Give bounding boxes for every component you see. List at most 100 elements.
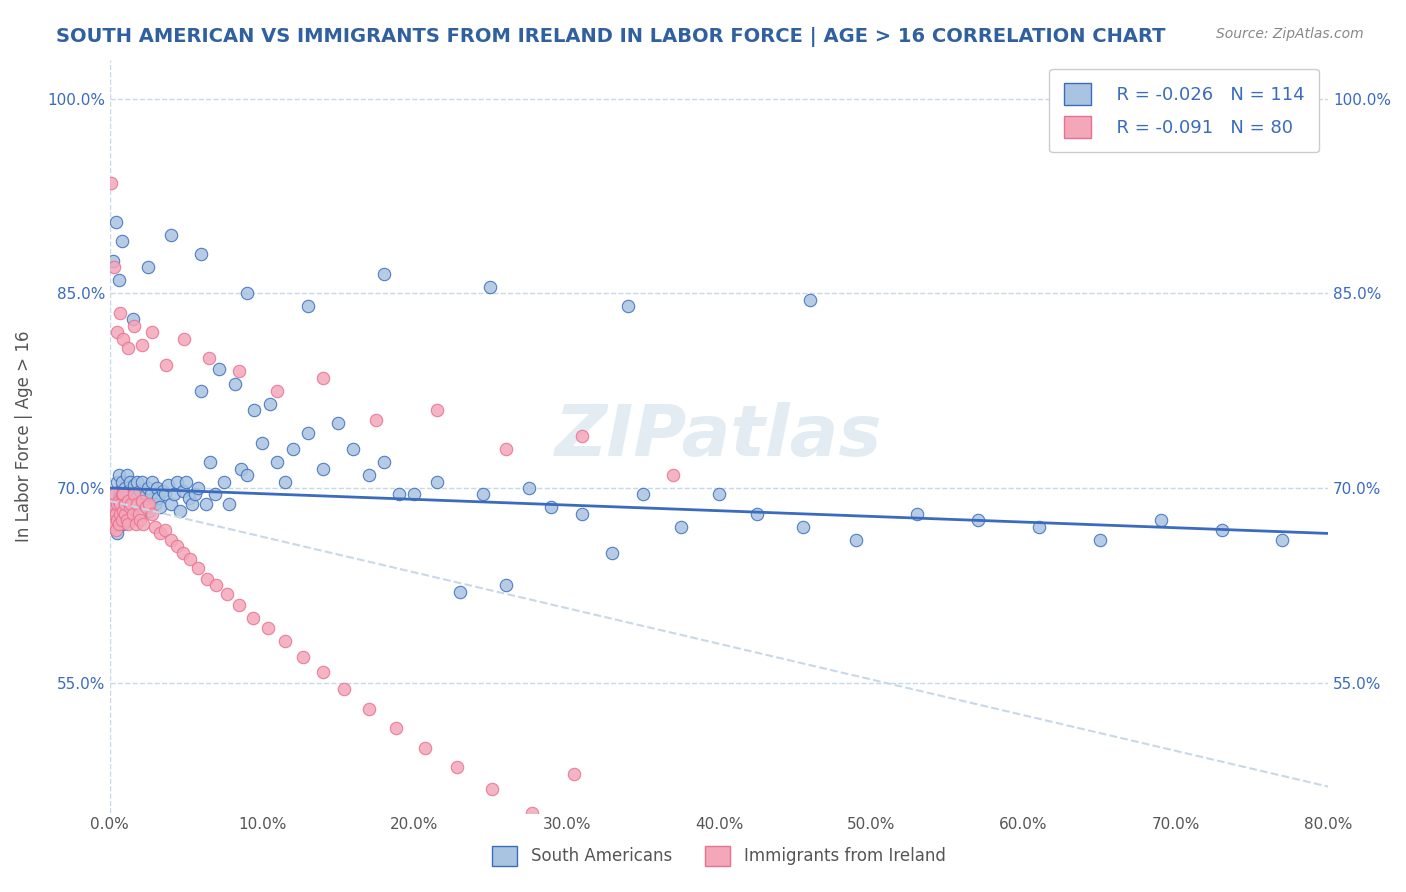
Y-axis label: In Labor Force | Age > 16: In Labor Force | Age > 16 [15, 330, 32, 541]
Point [166, 540, 188, 554]
Point [385, 721, 408, 735]
Point [103, 487, 125, 501]
Point [236, 468, 259, 483]
Point [274, 475, 297, 489]
Point [197, 351, 219, 366]
Point [105, 513, 128, 527]
Point [266, 455, 288, 469]
Point [118, 497, 141, 511]
Point [103, 517, 125, 532]
Point [208, 361, 231, 376]
Point [602, 546, 624, 560]
Point [105, 526, 128, 541]
Point [131, 475, 153, 489]
Point [105, 325, 128, 339]
Point [127, 475, 149, 489]
Point [103, 517, 125, 532]
Point [112, 487, 135, 501]
Point [152, 483, 174, 498]
Point [112, 517, 135, 532]
Point [114, 507, 136, 521]
Point [215, 587, 238, 601]
Point [110, 306, 132, 320]
Point [148, 491, 170, 506]
Point [153, 487, 176, 501]
Point [124, 517, 146, 532]
Point [479, 280, 502, 294]
Point [111, 497, 134, 511]
Point [108, 491, 131, 506]
Point [131, 338, 153, 352]
Point [571, 429, 593, 443]
Point [112, 504, 135, 518]
Point [117, 483, 139, 498]
Point [357, 468, 380, 483]
Point [905, 507, 928, 521]
Point [218, 497, 240, 511]
Point [117, 517, 139, 532]
Point [229, 461, 252, 475]
Point [333, 682, 356, 697]
Point [495, 578, 517, 592]
Point [111, 235, 134, 249]
Point [149, 526, 172, 541]
Point [115, 491, 138, 506]
Point [357, 701, 380, 715]
Point [172, 483, 194, 498]
Point [101, 507, 124, 521]
Point [163, 487, 186, 501]
Legend:   R = -0.026   N = 114,   R = -0.091   N = 80: R = -0.026 N = 114, R = -0.091 N = 80 [1049, 69, 1319, 153]
Point [373, 267, 395, 281]
Point [139, 487, 162, 501]
Point [128, 507, 150, 521]
Point [111, 475, 134, 489]
Point [373, 455, 395, 469]
Point [292, 649, 315, 664]
Point [413, 740, 436, 755]
Point [228, 364, 250, 378]
Point [195, 572, 218, 586]
Point [745, 507, 768, 521]
Point [312, 370, 335, 384]
Point [114, 497, 136, 511]
Point [257, 621, 280, 635]
Point [707, 487, 730, 501]
Point [184, 487, 207, 501]
Point [138, 497, 160, 511]
Point [153, 523, 176, 537]
Point [129, 513, 152, 527]
Point [224, 377, 246, 392]
Point [120, 507, 142, 521]
Point [108, 468, 131, 483]
Point [122, 478, 145, 492]
Point [115, 468, 138, 483]
Point [135, 487, 157, 501]
Point [114, 481, 136, 495]
Point [177, 491, 200, 506]
Point [159, 497, 181, 511]
Point [121, 507, 143, 521]
Point [124, 491, 146, 506]
Point [141, 507, 163, 521]
Point [662, 468, 685, 483]
Point [115, 513, 138, 527]
Point [108, 494, 131, 508]
Point [669, 520, 692, 534]
Point [118, 475, 141, 489]
Point [204, 487, 226, 501]
Point [138, 504, 160, 518]
Point [141, 325, 163, 339]
Point [104, 215, 127, 229]
Point [132, 517, 155, 532]
Point [101, 253, 124, 268]
Point [159, 533, 181, 547]
Point [156, 478, 179, 492]
Point [259, 396, 281, 410]
Point [404, 487, 426, 501]
Point [112, 487, 135, 501]
Point [101, 497, 124, 511]
Point [100, 176, 122, 190]
Point [1271, 533, 1294, 547]
Point [187, 481, 209, 495]
Point [243, 403, 266, 417]
